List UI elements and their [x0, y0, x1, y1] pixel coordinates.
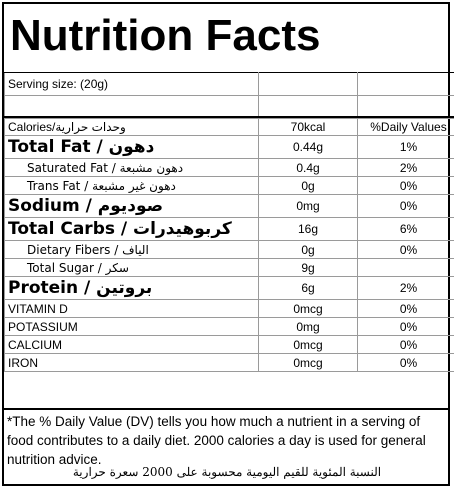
header-row: Calories/وحدات حرارية 70kcal %Daily Valu… — [4, 116, 454, 136]
nutrient-dv — [357, 258, 454, 277]
nutrient-amount: 0.4g — [258, 158, 358, 177]
nutrient-name: Sodium / صوديوم — [4, 194, 259, 218]
table-row: Protein / بروتين 6g 2% — [4, 276, 454, 300]
nutrient-amount: 0mcg — [258, 335, 358, 354]
table-row: Trans Fat / دهون غير مشبعة 0g 0% — [4, 176, 454, 195]
serving-empty-1 — [258, 72, 358, 96]
nutrient-amount: 0mg — [258, 194, 358, 218]
calories-amount: 70kcal — [258, 116, 358, 136]
table-row: Saturated Fat / دهون مشبعة 0.4g 2% — [4, 158, 454, 177]
nutrient-amount: 0g — [258, 176, 358, 195]
nutrient-dv: 1% — [357, 135, 454, 159]
nutrient-dv: 0% — [357, 317, 454, 336]
nutrient-name: Protein / بروتين — [4, 276, 259, 300]
nutrient-name: POTASSIUM — [4, 317, 259, 336]
nutrient-table: Calories/وحدات حرارية 70kcal %Daily Valu… — [4, 116, 454, 372]
nutrient-amount: 0.44g — [258, 135, 358, 159]
table-row: Total Sugar / سكر 9g — [4, 258, 454, 277]
nutrient-dv: 0% — [357, 240, 454, 259]
nutrient-name: Trans Fat / دهون غير مشبعة — [4, 176, 259, 195]
nutrient-dv: 0% — [357, 194, 454, 218]
nutrient-dv: 2% — [357, 276, 454, 300]
serving-size: Serving size: (20g) — [4, 72, 259, 96]
nutrient-dv: 0% — [357, 299, 454, 318]
nutrient-name: Total Carbs / كربوهيدرات — [4, 217, 259, 241]
table-row: IRON 0mcg 0% — [4, 353, 454, 372]
table-row: VITAMIN D 0mcg 0% — [4, 299, 454, 318]
nutrient-name: CALCIUM — [4, 335, 259, 354]
nutrient-amount: 16g — [258, 217, 358, 241]
nutrient-dv: 0% — [357, 353, 454, 372]
table-row: Total Fat / دهون 0.44g 1% — [4, 135, 454, 159]
nutrient-amount: 0mg — [258, 317, 358, 336]
footnote-arabic: النسبة المئوية للقيم اليومية محسوبة على … — [72, 465, 382, 479]
nutrient-dv: 6% — [357, 217, 454, 241]
nutrient-dv: 0% — [357, 335, 454, 354]
nutrient-amount: 0g — [258, 240, 358, 259]
serving-table: Serving size: (20g) — [4, 72, 454, 119]
nutrient-name: Total Fat / دهون — [4, 135, 259, 159]
nutrient-name: Saturated Fat / دهون مشبعة — [4, 158, 259, 177]
nutrient-amount: 9g — [258, 258, 358, 277]
nutrient-dv: 0% — [357, 176, 454, 195]
footnote: *The % Daily Value (DV) tells you how mu… — [4, 408, 450, 488]
calories-label: Calories/وحدات حرارية — [4, 116, 259, 136]
nutrient-name: IRON — [4, 353, 259, 372]
nutrient-dv: 2% — [357, 158, 454, 177]
label-title: Nutrition Facts — [10, 11, 321, 60]
nutrient-amount: 0mcg — [258, 299, 358, 318]
serving-empty-2 — [357, 72, 454, 96]
nutrient-name: VITAMIN D — [4, 299, 259, 318]
daily-values-header: %Daily Values — [357, 116, 454, 136]
nutrient-name: Total Sugar / سكر — [4, 258, 259, 277]
nutrient-amount: 0mcg — [258, 353, 358, 372]
table-row: Sodium / صوديوم 0mg 0% — [4, 194, 454, 218]
table-row: Dietary Fibers / الياف 0g 0% — [4, 240, 454, 259]
table-row: Total Carbs / كربوهيدرات 16g 6% — [4, 217, 454, 241]
table-row: POTASSIUM 0mg 0% — [4, 317, 454, 336]
table-row: CALCIUM 0mcg 0% — [4, 335, 454, 354]
nutrient-name: Dietary Fibers / الياف — [4, 240, 259, 259]
nutrient-amount: 6g — [258, 276, 358, 300]
gap-cell-3 — [357, 95, 454, 119]
